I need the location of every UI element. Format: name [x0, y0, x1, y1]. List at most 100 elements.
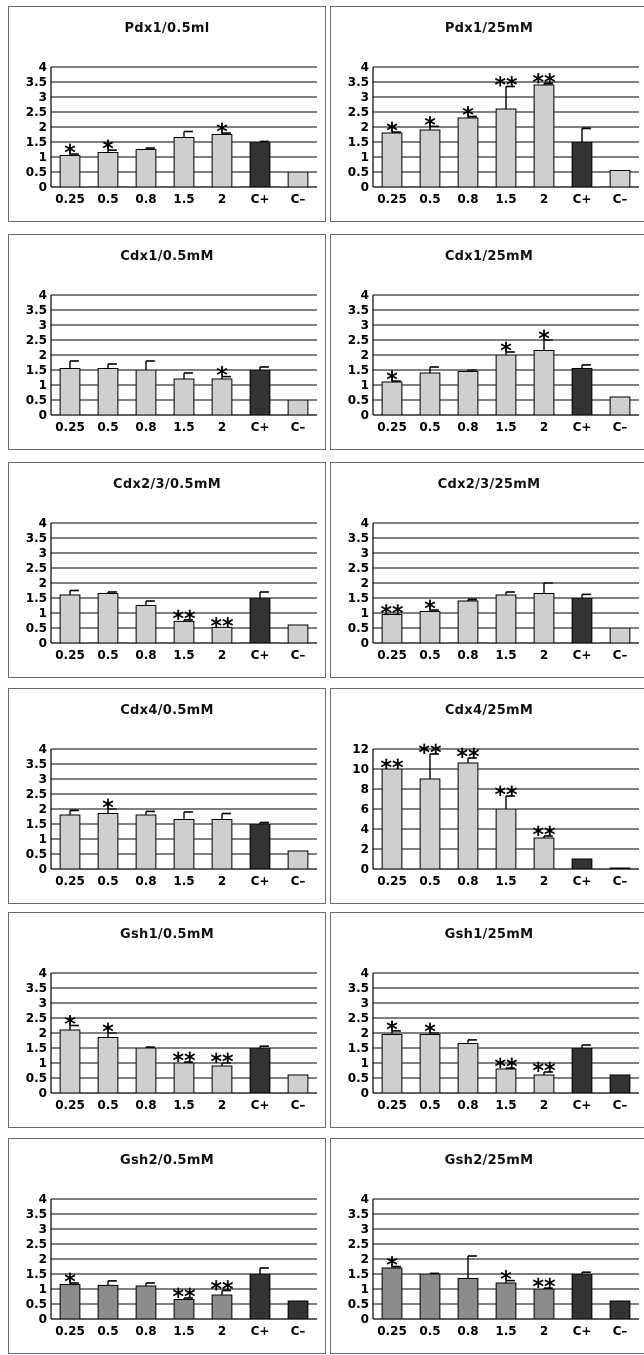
y-tick-label: 1.5 — [348, 591, 369, 605]
significance-marker: * — [386, 119, 398, 144]
y-tick-label: 3.5 — [348, 531, 369, 545]
x-tick-label: 0.8 — [135, 1324, 156, 1338]
chart-title: Cdx2/3/0.5mM — [113, 477, 221, 492]
y-tick-label: 3 — [39, 90, 47, 104]
y-tick-label: 2.5 — [26, 1237, 47, 1251]
y-tick-label: 1.5 — [26, 1267, 47, 1281]
bar — [495, 354, 517, 416]
y-tick-label: 0 — [361, 180, 369, 194]
y-tick-label: 6 — [361, 802, 369, 816]
significance-marker: ** — [494, 74, 518, 99]
y-tick-label: 3.5 — [348, 1207, 369, 1221]
bar — [135, 369, 157, 416]
significance-marker: * — [462, 104, 474, 129]
bar-chart: 00.511.522.533.540.25 0.5 0.8 1.5*2 C+ C– — [26, 288, 317, 434]
y-tick-label: 1.5 — [26, 135, 47, 149]
bar-chart: 00.511.522.533.54*0.25 0.5 0.8**1.5**2 C+ C– — [26, 1192, 317, 1338]
y-tick-label: 3 — [361, 546, 369, 560]
x-tick-label: 1.5 — [173, 420, 194, 434]
y-tick-label: 4 — [39, 1192, 47, 1206]
y-tick-label: 3 — [39, 546, 47, 560]
y-tick-label: 2 — [361, 1252, 369, 1266]
bar — [571, 368, 593, 416]
significance-marker: * — [424, 113, 436, 138]
x-tick-label: 0.25 — [377, 192, 407, 206]
x-tick-label: 2 — [540, 1324, 548, 1338]
x-tick-label: 0.25 — [55, 420, 85, 434]
bar — [457, 371, 479, 416]
x-tick-label: 0.5 — [419, 192, 440, 206]
y-tick-label: 4 — [39, 742, 47, 756]
significance-marker: ** — [532, 1059, 556, 1084]
significance-marker: * — [500, 339, 512, 364]
x-tick-label: 1.5 — [173, 192, 194, 206]
bar — [135, 1285, 157, 1320]
chart-panel: Cdx1/25mM 0 0.5 1 1.5 2 2.5 3 3.5 4 * 0.25 0.5 0.8 * 1.… — [330, 234, 644, 450]
chart-panel: Gsh2/25mM 0 0.5 1 1.5 2 2.5 3 3.5 4 * 0.25 0.5 0.8 * 1.… — [330, 1138, 644, 1354]
chart-panel: Gsh1/25mM 0 0.5 1 1.5 2 2.5 3 3.5 4 * 0.25 * 0.5 0.8 **… — [330, 912, 644, 1128]
bar — [533, 350, 555, 416]
bar — [135, 814, 157, 870]
bar — [211, 626, 233, 644]
x-tick-label: 0.5 — [97, 420, 118, 434]
x-tick-label: 2 — [218, 420, 226, 434]
bar — [495, 108, 517, 188]
bar — [59, 814, 81, 870]
y-tick-label: 12 — [352, 742, 369, 756]
bar — [249, 1273, 271, 1320]
y-tick-label: 2 — [361, 576, 369, 590]
x-tick-label: 2 — [218, 874, 226, 888]
y-tick-label: 2.5 — [26, 105, 47, 119]
y-tick-label: 4 — [361, 822, 369, 836]
x-tick-label: C+ — [251, 1324, 270, 1338]
y-tick-label: 1 — [361, 1282, 369, 1296]
bar — [609, 1074, 631, 1094]
y-tick-label: 0.5 — [348, 393, 369, 407]
significance-marker: * — [102, 137, 114, 162]
y-tick-label: 2.5 — [348, 1237, 369, 1251]
chart-title: Gsh1/0.5mM — [120, 927, 214, 942]
x-tick-label: 2 — [540, 874, 548, 888]
x-tick-label: 1.5 — [173, 1324, 194, 1338]
y-tick-label: 2 — [361, 120, 369, 134]
y-tick-label: 3.5 — [348, 75, 369, 89]
y-tick-label: 0 — [39, 1086, 47, 1100]
bar — [571, 1047, 593, 1094]
bar — [419, 1273, 441, 1320]
bar — [571, 141, 593, 188]
y-tick-label: 1 — [361, 378, 369, 392]
y-tick-label: 0.5 — [348, 165, 369, 179]
y-tick-label: 2.5 — [348, 333, 369, 347]
significance-marker: * — [424, 1020, 436, 1045]
significance-marker: ** — [456, 745, 480, 770]
x-tick-label: 0.25 — [377, 874, 407, 888]
bar — [97, 813, 119, 870]
x-tick-label: 0.8 — [457, 1098, 478, 1112]
y-tick-label: 4 — [361, 60, 369, 74]
bar — [571, 1273, 593, 1320]
x-tick-label: 0.5 — [419, 1324, 440, 1338]
bar — [59, 368, 81, 416]
y-tick-label: 0.5 — [26, 1071, 47, 1085]
chart-title: Pdx1/25mM — [444, 21, 534, 36]
bar — [287, 1300, 309, 1320]
bar — [609, 396, 631, 416]
y-tick-label: 3 — [39, 1222, 47, 1236]
y-tick-label: 0 — [361, 1312, 369, 1326]
x-tick-label: 0.25 — [55, 648, 85, 662]
y-tick-label: 10 — [352, 762, 369, 776]
chart-title: Cdx1/0.5mM — [120, 249, 214, 264]
y-tick-label: 2 — [361, 1026, 369, 1040]
chart-title: Cdx4/25mM — [444, 703, 534, 718]
y-tick-label: 2 — [39, 802, 47, 816]
x-tick-label: 1.5 — [173, 874, 194, 888]
significance-marker: ** — [210, 614, 234, 639]
x-tick-label: 0.25 — [377, 648, 407, 662]
x-tick-label: C– — [613, 1324, 628, 1338]
significance-marker: * — [424, 597, 436, 622]
bar — [419, 372, 441, 416]
x-tick-label: 0.5 — [97, 1098, 118, 1112]
y-tick-label: 1.5 — [348, 135, 369, 149]
bar — [419, 778, 441, 870]
chart-title: Gsh1/25mM — [444, 927, 534, 942]
